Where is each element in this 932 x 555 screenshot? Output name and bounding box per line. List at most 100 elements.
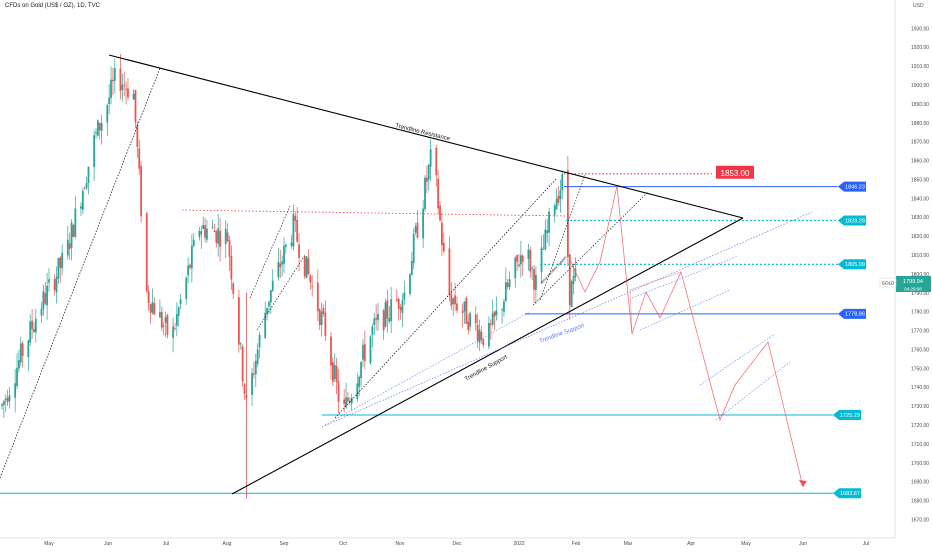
- target-label: 1853.00: [721, 169, 750, 178]
- candle-body: [424, 177, 426, 210]
- candle-body: [87, 166, 90, 183]
- candle-body: [224, 228, 227, 245]
- candle-body: [55, 276, 58, 293]
- candle-body: [159, 312, 161, 318]
- y-tick-label: 1760.00: [911, 347, 929, 353]
- candle-body: [149, 304, 152, 313]
- candle-body: [292, 214, 295, 247]
- candle-body: [140, 166, 143, 217]
- candle-body: [504, 282, 507, 302]
- candle-body: [81, 190, 84, 210]
- candle-body: [206, 228, 208, 240]
- candle-body: [153, 302, 156, 315]
- candle-body: [268, 301, 270, 307]
- y-tick-label: 1730.00: [911, 404, 929, 410]
- candle-body: [61, 252, 64, 269]
- candle-body: [358, 376, 361, 387]
- candle-body: [8, 395, 11, 402]
- x-tick-label: Jun: [799, 541, 807, 547]
- candle-body: [279, 263, 282, 268]
- candle-body: [448, 248, 451, 295]
- y-tick-label: 1900.00: [911, 83, 929, 89]
- candle-body: [219, 230, 221, 247]
- candle-body: [192, 239, 195, 247]
- candle-body: [561, 174, 564, 191]
- dotted-left: [0, 67, 161, 479]
- x-tick-label: May: [44, 541, 54, 547]
- candle-body: [452, 298, 455, 305]
- candle-body: [495, 310, 498, 316]
- candle-body: [386, 300, 389, 319]
- candle-body: [347, 397, 349, 402]
- candle-body: [266, 307, 268, 314]
- dotted-right-b: [539, 174, 586, 301]
- candle-body: [465, 298, 468, 324]
- candle-body: [189, 264, 191, 268]
- candle-body: [506, 282, 509, 287]
- candle-body: [48, 279, 50, 283]
- level-flag: [838, 308, 866, 319]
- candle-body: [390, 299, 393, 322]
- candle-body: [557, 195, 560, 203]
- candle-body: [4, 398, 7, 401]
- candle-body: [441, 222, 443, 246]
- candle-body: [531, 267, 534, 269]
- candle-body: [318, 309, 321, 326]
- trendline-support: [231, 217, 744, 495]
- y-tick-label: 1710.00: [911, 442, 929, 448]
- candle-body: [373, 318, 376, 325]
- candle-body: [46, 285, 49, 306]
- candle-body: [343, 399, 346, 404]
- candle-body: [303, 256, 306, 277]
- candles: [1, 53, 577, 499]
- y-tick-label: 1820.00: [911, 234, 929, 240]
- candle-body: [232, 283, 235, 294]
- candle-body: [136, 124, 139, 147]
- candle-body: [474, 314, 477, 324]
- candle-body: [230, 255, 233, 280]
- y-tick-label: 1890.00: [911, 102, 929, 108]
- x-tick-label: Oct: [339, 541, 347, 547]
- candle-body: [284, 244, 287, 247]
- candle-body: [27, 340, 30, 358]
- candle-body: [134, 90, 137, 123]
- x-tick-label: Nov: [396, 541, 405, 547]
- candle-body: [337, 381, 340, 403]
- candle-body: [251, 373, 253, 395]
- candle-body: [395, 299, 398, 301]
- candle-body: [18, 360, 20, 369]
- candle-body: [478, 329, 481, 343]
- candle-body: [401, 300, 404, 314]
- y-tick-label: 1680.00: [911, 499, 929, 505]
- candle-body: [307, 258, 310, 274]
- target-label-bg: [716, 165, 754, 179]
- candle-body: [177, 307, 180, 316]
- candle-body: [72, 225, 75, 238]
- price-badge-bg: [896, 276, 931, 285]
- candle-body: [164, 317, 167, 323]
- channel-b-bot: [715, 361, 791, 421]
- candle-body: [53, 279, 56, 291]
- candle-body: [516, 255, 519, 262]
- y-axis: 1670.00 1680.00 1690.00 1700.00 1710.00 1720.…: [911, 26, 929, 523]
- level-flag: [838, 215, 866, 226]
- candle-body: [542, 249, 545, 250]
- candle-body: [399, 307, 402, 311]
- chart-title: CFDs on Gold (US$ / OZ), 1D, TVC: [5, 3, 100, 9]
- x-tick-label: Jul: [863, 541, 869, 547]
- y-tick-label: 1690.00: [911, 480, 929, 486]
- channel-b-top: [699, 333, 776, 386]
- candle-body: [527, 249, 530, 259]
- candle-body: [553, 205, 556, 215]
- candle-body: [508, 279, 511, 288]
- candle-body: [179, 299, 182, 305]
- candle-body: [456, 303, 458, 311]
- candle-body: [253, 373, 255, 375]
- candle-body: [166, 314, 169, 336]
- candle-body: [237, 297, 240, 345]
- candle-body: [360, 362, 362, 378]
- y-tick-label: 1790.00: [911, 291, 929, 297]
- candle-body: [66, 239, 69, 256]
- y-tick-label: 1850.00: [911, 177, 929, 183]
